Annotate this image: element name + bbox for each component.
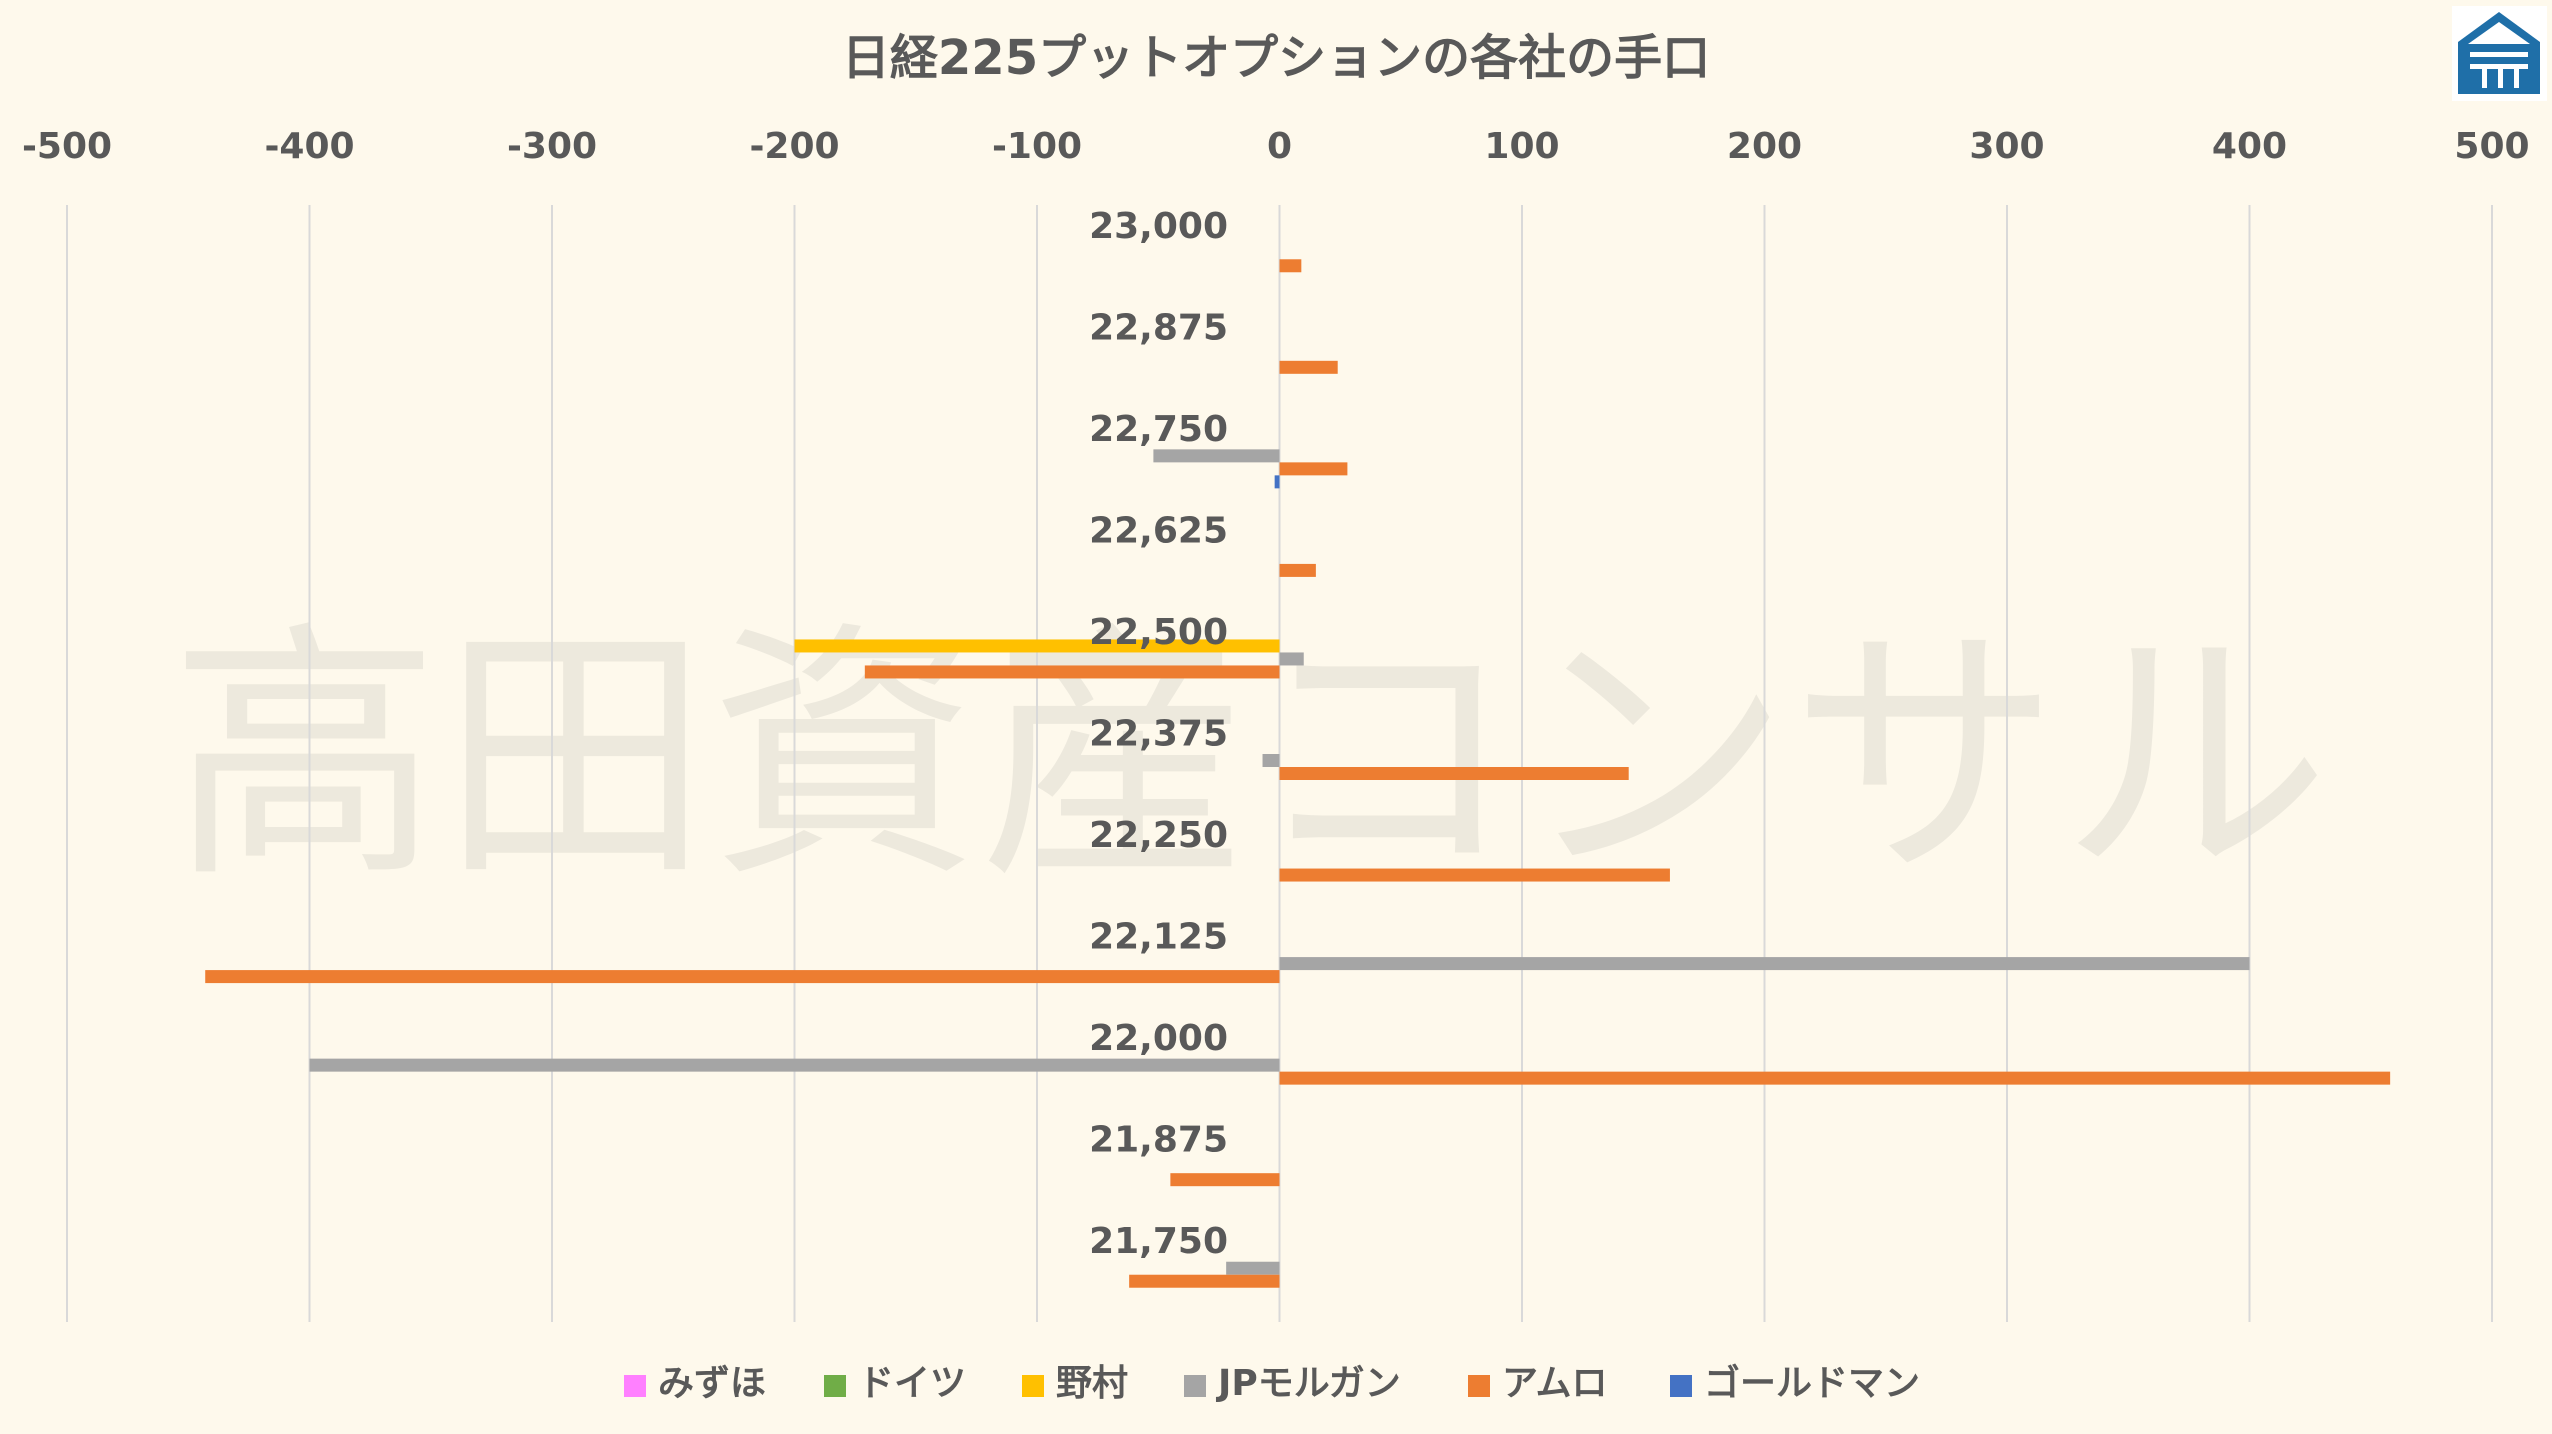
chart-title: 日経225プットオプションの各社の手口	[842, 30, 1710, 86]
category-label: 22,875	[1089, 307, 1228, 348]
category-label: 22,750	[1089, 409, 1228, 450]
x-tick-label: 400	[2212, 126, 2287, 167]
bar	[309, 1058, 1280, 1072]
bar	[1279, 957, 2250, 971]
legend-label: ゴールドマン	[1704, 1362, 1920, 1404]
legend-label: みずほ	[658, 1363, 766, 1404]
bar	[1226, 1261, 1280, 1275]
x-axis-ticks: -500 -400 -300 -200 -100 0 100 200 300 400 500	[22, 126, 2530, 167]
bar	[1274, 475, 1280, 489]
bar	[1279, 868, 1670, 882]
legend-label: 野村	[1056, 1363, 1128, 1404]
category-label: 22,250	[1089, 815, 1228, 856]
x-tick-label: 100	[1484, 126, 1559, 167]
bar	[1170, 1173, 1280, 1187]
bar	[205, 970, 1280, 984]
category-label: 22,500	[1089, 612, 1228, 653]
bar	[1153, 449, 1280, 463]
x-tick-label: -400	[264, 126, 354, 167]
category-label: 22,375	[1089, 714, 1228, 755]
x-tick-label: 0	[1267, 126, 1292, 167]
bar	[1262, 754, 1280, 767]
category-label: 22,125	[1089, 917, 1228, 958]
bar	[1279, 360, 1338, 374]
legend-swatch	[1184, 1375, 1206, 1397]
legend-label: JPモルガン	[1215, 1363, 1401, 1404]
x-tick-label: -200	[749, 126, 839, 167]
x-tick-label: 200	[1727, 126, 1802, 167]
bar	[794, 639, 1280, 653]
bar	[1279, 767, 1629, 780]
category-label: 21,750	[1089, 1221, 1228, 1262]
category-label: 22,625	[1089, 510, 1228, 551]
legend-swatch	[824, 1375, 846, 1397]
bar	[1279, 563, 1316, 577]
legend-swatch	[624, 1375, 646, 1397]
legend-swatch	[1022, 1375, 1044, 1397]
category-label: 21,875	[1089, 1120, 1228, 1161]
gridlines	[66, 205, 2493, 1322]
x-tick-label: -300	[507, 126, 597, 167]
bar	[1279, 1071, 2391, 1085]
bar	[1279, 462, 1348, 476]
legend-label: ドイツ	[858, 1363, 966, 1404]
bar	[1129, 1274, 1280, 1288]
x-tick-label: 300	[1969, 126, 2044, 167]
x-tick-label: 500	[2454, 126, 2529, 167]
bars	[205, 259, 2391, 1288]
house-logo-icon	[2452, 6, 2547, 101]
bar	[1279, 259, 1302, 273]
legend-swatch	[1670, 1375, 1692, 1397]
legend-label: アムロ	[1502, 1363, 1607, 1404]
category-label: 22,000	[1089, 1018, 1228, 1059]
category-labels: 23,000 22,875 22,750 22,625 22,500 22,375 22,2…	[1089, 206, 1228, 1262]
bar	[864, 665, 1280, 679]
x-tick-label: -100	[992, 126, 1082, 167]
legend: みずほ ドイツ 野村 JPモルガン アムロ ゴールドマン	[624, 1362, 1920, 1404]
category-label: 23,000	[1089, 206, 1228, 247]
x-tick-label: -500	[22, 126, 112, 167]
bar	[1279, 652, 1304, 666]
legend-swatch	[1468, 1375, 1490, 1397]
